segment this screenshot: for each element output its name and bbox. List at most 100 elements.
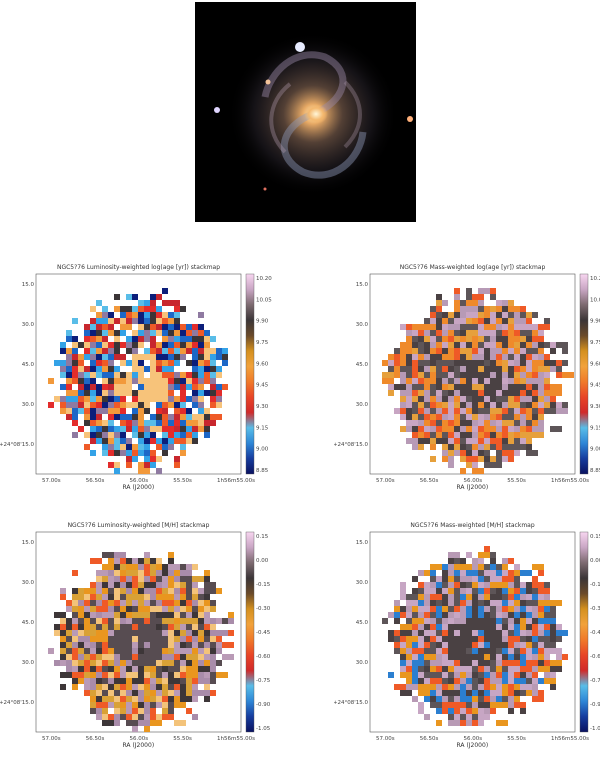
panel-mw-age: NGC5?76 Mass-weighted log(age [yr]) stac… xyxy=(334,262,600,507)
colorbar-tick-label: 9.45 xyxy=(590,383,600,389)
colorbar-tick-label: 8.85 xyxy=(256,468,269,474)
colorbar-tick-label: -0.90 xyxy=(590,702,600,708)
stackmap-svg: 0.15 0.00 -0.15 -0.30 -0.45 -0.60 -0.75 -0.90 -1… xyxy=(0,531,271,742)
y-tick-label: 45.0 xyxy=(22,362,35,368)
colorbar-tick-label: -0.15 xyxy=(590,582,600,588)
spiral-arm-1 xyxy=(261,51,347,118)
colorbar xyxy=(245,273,255,475)
colorbar-tick-label: -0.30 xyxy=(256,606,271,612)
y-tick-label: 15.0 xyxy=(22,540,35,546)
x-tick-label: 1h56m55.00s xyxy=(551,478,589,484)
colorbar-tick-label: 0.15 xyxy=(256,534,269,540)
y-tick-label: 45.0 xyxy=(22,620,35,626)
colorbar-tick-label: -0.45 xyxy=(256,630,271,636)
stackmap-svg: 0.15 0.00 -0.15 -0.30 -0.45 -0.60 -0.75 -0.90 -1… xyxy=(334,531,600,742)
x-tick-label: 55.50s xyxy=(507,736,526,742)
colorbar-tick-label: 0.00 xyxy=(256,558,269,564)
spiral-arm-3 xyxy=(269,82,292,154)
y-tick-label: 45.0 xyxy=(356,362,369,368)
star-d xyxy=(407,116,413,122)
x-tick-label: 55.50s xyxy=(507,478,526,484)
x-tick-label: 1h56m55.00s xyxy=(217,736,255,742)
colorbar-tick-label: -0.45 xyxy=(590,630,600,636)
x-tick-label: 56.50s xyxy=(420,478,439,484)
x-tick-label: 57.00s xyxy=(42,736,61,742)
spiral-arm-4 xyxy=(343,80,362,149)
colorbar-tick-label: 9.00 xyxy=(590,447,600,453)
x-tick-label: 56.00s xyxy=(130,478,149,484)
x-tick-label: 55.50s xyxy=(173,478,192,484)
panel-mw-mh: NGC5?76 Mass-weighted [M/H] stackmap 0.15… xyxy=(334,520,600,765)
stackmap-svg: 10.20 10.05 9.90 9.75 9.60 9.45 9.30 9.15 9.00 8.… xyxy=(0,273,272,484)
colorbar-tick-label: -0.60 xyxy=(590,654,600,660)
colorbar-tick-label: 9.15 xyxy=(590,425,600,431)
y-tick-label: 15.0 xyxy=(356,540,369,546)
colorbar-tick-label: 9.30 xyxy=(256,404,269,410)
x-tick-label: 56.50s xyxy=(86,478,105,484)
panel-title: NGC5?76 Luminosity-weighted [M/H] stackm… xyxy=(67,522,210,529)
y-tick-label: 30.0 xyxy=(22,580,35,586)
colorbar-tick-label: 10.05 xyxy=(256,297,272,303)
stackmap-svg: 10.20 10.05 9.90 9.75 9.60 9.45 9.30 9.15 9.00 8.… xyxy=(334,273,600,484)
star-e xyxy=(263,187,267,191)
galaxy-core xyxy=(304,104,328,124)
stackmap-pixels xyxy=(382,288,574,474)
y-tick-label: 30.0 xyxy=(356,402,369,408)
colorbar-tick-label: 9.45 xyxy=(256,383,269,389)
colorbar-tick-label: 8.85 xyxy=(590,468,600,474)
y-tick-label: 30.0 xyxy=(356,322,369,328)
colorbar-tick-label: 9.00 xyxy=(256,447,269,453)
y-tick-label: 30.0 xyxy=(356,660,369,666)
panel-title: NGC5?76 Mass-weighted log(age [yr]) stac… xyxy=(399,264,546,271)
y-tick-label: 30.0 xyxy=(22,322,35,328)
colorbar-tick-label: 0.00 xyxy=(590,558,600,564)
colorbar-tick-label: -1.05 xyxy=(256,726,271,732)
colorbar-tick-label: 10.20 xyxy=(256,276,272,282)
y-tick-label: +24°08'15.0 xyxy=(0,700,34,706)
y-tick-label: 30.0 xyxy=(22,660,35,666)
y-tick-label: +24°08'15.0 xyxy=(334,700,368,706)
galaxy-svg xyxy=(195,2,416,222)
colorbar-tick-label: -0.75 xyxy=(590,678,600,684)
colorbar-tick-label: 9.75 xyxy=(590,340,600,346)
x-axis-label: RA (J2000) xyxy=(456,484,489,491)
colorbar-tick-label: 10.05 xyxy=(590,297,600,303)
x-tick-label: 57.00s xyxy=(42,478,61,484)
colorbar-tick-label: 10.20 xyxy=(590,276,600,282)
colorbar xyxy=(579,531,589,733)
x-tick-label: 1h56m55.00s xyxy=(217,478,255,484)
colorbar-tick-label: 0.15 xyxy=(590,534,600,540)
x-tick-label: 56.50s xyxy=(86,736,105,742)
x-axis-label: RA (J2000) xyxy=(456,742,489,749)
star-c xyxy=(214,107,220,113)
y-tick-label: 45.0 xyxy=(356,620,369,626)
panel-title: NGC5?76 Luminosity-weighted log(age [yr]… xyxy=(56,264,221,271)
colorbar-tick-label: 9.60 xyxy=(256,361,269,367)
x-tick-label: 55.50s xyxy=(173,736,192,742)
y-tick-label: 30.0 xyxy=(356,580,369,586)
colorbar-tick-label: -0.15 xyxy=(256,582,271,588)
x-tick-label: 56.50s xyxy=(420,736,439,742)
x-tick-label: 57.00s xyxy=(376,478,395,484)
colorbar-tick-label: -0.90 xyxy=(256,702,271,708)
y-tick-label: 15.0 xyxy=(22,282,35,288)
y-tick-label: 30.0 xyxy=(22,402,35,408)
stackmap-pixels xyxy=(48,288,228,474)
colorbar-tick-label: 9.75 xyxy=(256,340,269,346)
x-axis-label: RA (J2000) xyxy=(122,742,155,749)
stackmap-pixels xyxy=(48,552,234,732)
panel-lw-age: NGC5?76 Luminosity-weighted log(age [yr]… xyxy=(0,262,300,507)
x-axis-label: RA (J2000) xyxy=(122,484,155,491)
y-tick-label: +24°08'15.0 xyxy=(334,442,368,448)
colorbar-tick-label: 9.30 xyxy=(590,404,600,410)
colorbar-tick-label: 9.90 xyxy=(256,319,269,325)
colorbar-tick-label: -0.30 xyxy=(590,606,600,612)
star-b xyxy=(265,79,271,85)
colorbar-tick-label: 9.90 xyxy=(590,319,600,325)
x-tick-label: 56.00s xyxy=(464,478,483,484)
spiral-arm-2 xyxy=(280,110,367,179)
colorbar-tick-label: 9.15 xyxy=(256,425,269,431)
y-tick-label: 15.0 xyxy=(356,282,369,288)
panel-lw-mh: NGC5?76 Luminosity-weighted [M/H] stackm… xyxy=(0,520,300,765)
colorbar-tick-label: -1.05 xyxy=(590,726,600,732)
